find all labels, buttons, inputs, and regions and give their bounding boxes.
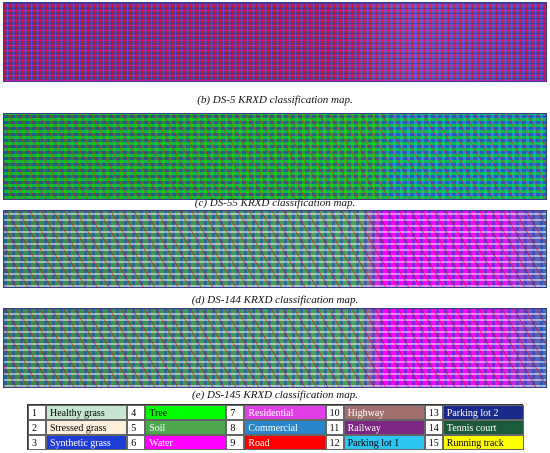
legend-number: 10	[325, 405, 344, 420]
legend-number: 3	[28, 435, 46, 450]
legend-label: Road	[244, 435, 326, 450]
classification-map	[3, 113, 547, 200]
legend-number: 9	[226, 435, 245, 450]
classification-map	[3, 2, 547, 82]
classification-map	[3, 210, 547, 288]
legend-number: 6	[127, 435, 146, 450]
legend-label: Soil	[145, 420, 227, 435]
legend-label: Parking lot 2	[442, 405, 524, 420]
legend-number: 5	[127, 420, 146, 435]
caption: (c) DS-55 KRXD classification map.	[194, 197, 356, 209]
legend-label: Tree	[145, 405, 227, 420]
legend-label: Highway	[343, 405, 425, 420]
caption: (b) DS-5 KRXD classification map.	[197, 94, 353, 106]
legend-label: Stressed grass	[46, 420, 128, 435]
legend-label: Parking lot 1	[343, 435, 425, 450]
legend-number: 4	[127, 405, 146, 420]
legend-number: 7	[226, 405, 245, 420]
legend: 1 Healthy grass 2 Stressed grass 3 Synthetic …	[27, 404, 524, 450]
caption: (e) DS-145 KRXD classification map.	[192, 389, 358, 401]
legend-label: Running track	[442, 435, 524, 450]
legend-label: Railway	[343, 420, 425, 435]
legend-number: 8	[226, 420, 245, 435]
legend-label: Water	[145, 435, 227, 450]
legend-number: 12	[325, 435, 344, 450]
legend-label: Residential	[244, 405, 326, 420]
legend-label: Tennis court	[442, 420, 524, 435]
caption: (d) DS-144 KRXD classification map.	[191, 294, 359, 306]
legend-number: 11	[325, 420, 344, 435]
legend-number: 15	[424, 435, 443, 450]
legend-label: Commercial	[244, 420, 326, 435]
legend-number: 1	[28, 405, 46, 420]
legend-number: 14	[424, 420, 443, 435]
legend-number: 13	[424, 405, 443, 420]
legend-label: Synthetic grass	[46, 435, 128, 450]
legend-number: 2	[28, 420, 46, 435]
legend-label: Healthy grass	[46, 405, 128, 420]
classification-map	[3, 308, 547, 388]
